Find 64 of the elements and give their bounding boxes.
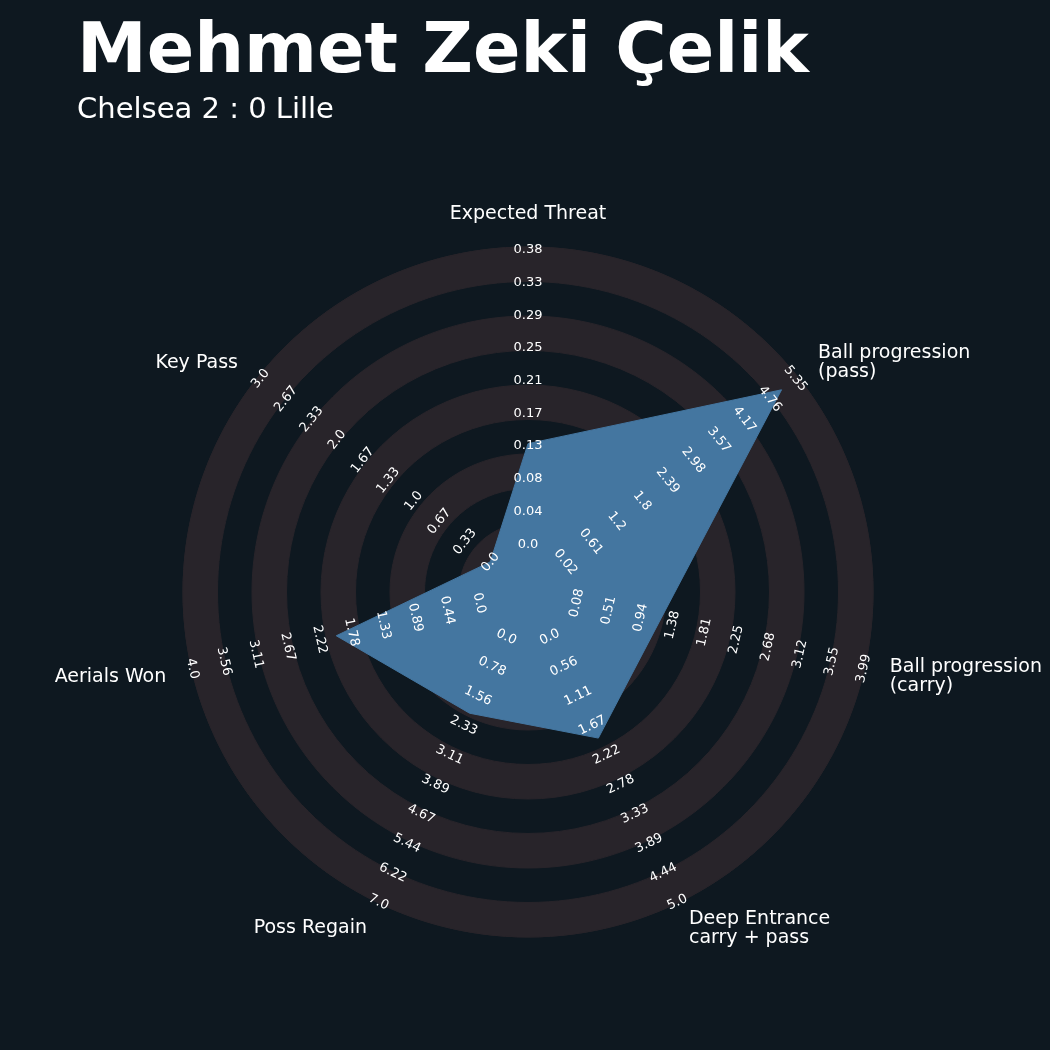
text: 3.0 xyxy=(247,365,272,391)
text: 1.11 xyxy=(561,682,594,709)
spoke-label: Key Pass xyxy=(155,349,238,372)
text: 0.78 xyxy=(476,652,509,679)
text: 0.0 xyxy=(470,591,490,615)
text: 3.89 xyxy=(419,770,453,797)
text: 2.68 xyxy=(756,630,778,663)
text: 1.56 xyxy=(462,682,495,709)
text: 0.17 xyxy=(513,404,543,420)
text: 0.38 xyxy=(513,241,543,257)
text: 0.56 xyxy=(547,652,580,679)
text: 0.0 xyxy=(517,535,539,551)
text: 4.17 xyxy=(730,402,761,435)
text: 0.0 xyxy=(477,548,502,575)
spoke-label: Ball progression (carry) xyxy=(889,654,1042,696)
text: 1.33 xyxy=(374,608,396,641)
text: 3.12 xyxy=(788,638,810,670)
text: 2.33 xyxy=(447,711,481,738)
text: 2.78 xyxy=(603,770,637,797)
text: 0.04 xyxy=(513,502,543,518)
spoke-label: Ball progression (pass) xyxy=(818,340,971,382)
text: 3.89 xyxy=(632,829,665,856)
text: 0.21 xyxy=(513,372,543,388)
text: 1.8 xyxy=(630,487,656,514)
text: 0.0 xyxy=(536,624,562,648)
text: 6.22 xyxy=(376,858,410,885)
text: 1.0 xyxy=(400,487,426,514)
text: 3.11 xyxy=(246,638,268,670)
text: 1.38 xyxy=(660,608,682,641)
spoke-label: Deep Entrance carry + pass xyxy=(688,905,831,947)
text: 0.89 xyxy=(405,601,428,634)
text: 2.67 xyxy=(278,630,300,663)
chart-title: Mehmet Zeki Çelik xyxy=(77,7,811,89)
text: 7.0 xyxy=(366,890,392,913)
text: 2.25 xyxy=(724,623,746,656)
text: 3.56 xyxy=(214,645,236,677)
text: 4.44 xyxy=(646,858,680,885)
text: 3.11 xyxy=(433,740,467,768)
text: 5.0 xyxy=(664,890,690,913)
text: 1.81 xyxy=(692,616,714,648)
text: 1.78 xyxy=(342,616,364,648)
text: 0.08 xyxy=(565,587,587,619)
text: 1.67 xyxy=(575,711,609,738)
text: 1.2 xyxy=(605,507,630,534)
text: 0.94 xyxy=(628,601,651,634)
text: 5.44 xyxy=(391,829,424,856)
text: 2.22 xyxy=(589,740,623,768)
spoke-label: Expected Threat xyxy=(449,200,607,223)
text: 2.22 xyxy=(310,623,332,656)
text: 3.33 xyxy=(618,799,651,826)
text: 0.29 xyxy=(513,306,543,322)
chart-subtitle: Chelsea 2 : 0 Lille xyxy=(77,90,334,125)
text: 0.51 xyxy=(597,594,619,626)
text: 0.44 xyxy=(437,594,459,626)
text: 3.99 xyxy=(852,652,874,685)
text: 3.55 xyxy=(820,645,842,677)
text: 0.25 xyxy=(513,339,543,355)
text: 4.0 xyxy=(183,656,203,681)
spoke-label: Poss Regain xyxy=(253,915,368,938)
spoke-label: Aerials Won xyxy=(54,663,167,686)
text: 2.0 xyxy=(324,426,349,452)
text: 0.33 xyxy=(513,273,543,289)
text: 4.67 xyxy=(405,799,438,826)
text: 0.0 xyxy=(494,624,520,648)
